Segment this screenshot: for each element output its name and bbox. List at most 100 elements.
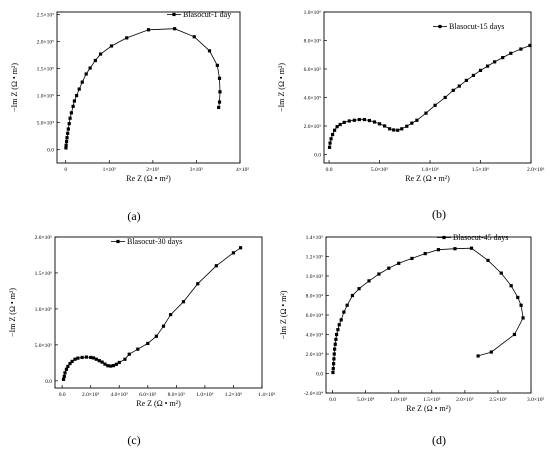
data-point: [154, 334, 158, 338]
x-tick-label: 2.0×10⁶: [527, 167, 544, 173]
y-tick-label: 1.2×10⁵: [306, 255, 323, 261]
data-point: [238, 246, 243, 250]
data-point: [106, 364, 110, 368]
data-point: [485, 64, 490, 68]
data-point: [335, 125, 339, 129]
data-point: [519, 303, 523, 307]
data-point: [146, 341, 150, 346]
x-tick-label: 0.0: [326, 167, 333, 173]
data-point: [469, 246, 474, 250]
y-tick-label: -2.0×10⁴: [304, 391, 323, 397]
data-point: [334, 332, 339, 337]
data-point: [64, 146, 68, 150]
data-point: [377, 122, 382, 126]
x-tick-label: 2.0×10⁵: [82, 392, 99, 398]
y-tick-label: 1.0×10⁵: [306, 274, 323, 280]
data-point: [334, 337, 338, 341]
plot-frame: [54, 236, 263, 389]
data-point: [66, 364, 70, 369]
panel-caption: (a): [127, 209, 140, 223]
panel-c: 0.0 2.0×10⁵ 4.0×10⁵ 6.0×10⁵ 8.0×10⁵ 1.0×10⁶ 1.…: [8, 235, 275, 447]
data-point: [433, 103, 437, 107]
data-point: [117, 360, 121, 365]
x-tick-label: 0.0: [59, 392, 66, 398]
y-tick-label: 8.0×10⁴: [306, 294, 323, 300]
data-point: [329, 137, 333, 141]
data-point: [111, 363, 116, 368]
y-tick-label: 1.4×10⁵: [306, 235, 323, 241]
data-point: [77, 87, 81, 91]
x-tick-label: 0.0: [329, 397, 336, 403]
legend-marker: [172, 12, 176, 17]
x-tick-label: 1.0×10⁶: [421, 167, 438, 173]
panel-d: 0.0 5.0×10⁴ 1.0×10⁵ 1.5×10⁵ 2.0×10⁵ 2.5×10⁵ 3.…: [279, 233, 544, 447]
data-point: [196, 282, 200, 286]
data-point: [218, 90, 222, 94]
y-tick-label: 8.0×10⁵: [304, 38, 321, 44]
data-point: [509, 284, 513, 288]
data-point: [84, 72, 88, 76]
data-point: [75, 93, 79, 98]
data-point: [423, 251, 427, 256]
data-point: [387, 266, 391, 270]
data-point: [362, 117, 366, 122]
data-point: [453, 247, 457, 251]
data-point: [345, 303, 349, 307]
data-point: [71, 104, 75, 108]
data-point: [94, 357, 98, 361]
data-point: [123, 357, 127, 361]
y-tick-label: 2.0×10⁶: [35, 235, 52, 241]
data-point: [67, 122, 71, 126]
x-tick-label: 1.0×10⁶: [196, 392, 213, 398]
y-tick-label: 5.0×10⁵: [35, 343, 52, 349]
data-point: [89, 355, 93, 360]
data-point: [337, 323, 341, 327]
x-tick-label: 5.0×10⁴: [357, 397, 374, 403]
y-tick-label: 0.0: [314, 152, 321, 158]
data-point: [64, 143, 68, 147]
data-point: [214, 264, 218, 268]
data-point: [65, 136, 69, 140]
data-point: [388, 127, 392, 131]
x-tick-label: 4×10⁵: [236, 167, 249, 173]
y-tick-label: 2.5×10⁵: [37, 13, 54, 19]
x-tick-label: 0: [64, 167, 67, 173]
data-point: [66, 131, 70, 135]
data-point: [464, 78, 468, 82]
data-point: [217, 105, 221, 110]
data-point: [64, 139, 69, 144]
data-point: [161, 324, 166, 328]
data-point: [333, 342, 337, 346]
data-point: [72, 99, 77, 103]
data-point: [231, 251, 236, 255]
data-point: [192, 35, 196, 39]
data-point: [350, 293, 355, 298]
legend-marker: [442, 235, 446, 240]
data-point: [357, 287, 361, 291]
y-tick-label: 1.0×10⁶: [35, 307, 52, 313]
data-point: [338, 122, 342, 127]
y-tick-label: 0.0: [45, 379, 52, 385]
data-point: [397, 261, 401, 265]
data-point: [372, 120, 377, 124]
data-point: [489, 350, 493, 354]
data-point: [342, 120, 346, 125]
data-point: [332, 352, 336, 356]
data-point: [405, 124, 409, 128]
data-point: [173, 27, 177, 31]
data-point: [377, 272, 381, 276]
data-point: [98, 52, 103, 56]
x-tick-label: 1×10⁵: [103, 167, 116, 173]
y-axis-label: −Im Z (Ω • m²): [10, 63, 19, 112]
data-point: [478, 68, 483, 73]
legend-label: Blasocut-45 days: [453, 233, 508, 242]
data-point: [91, 356, 96, 360]
data-point: [352, 118, 356, 122]
data-point: [471, 73, 476, 77]
plot-frame: [325, 236, 532, 394]
x-axis-label: Re Z (Ω • m²): [126, 174, 171, 183]
data-point: [516, 295, 520, 300]
y-axis-label: −Im Z (Ω • m²): [277, 63, 286, 112]
data-point: [66, 127, 70, 131]
y-tick-label: 4.0×10⁵: [304, 95, 321, 101]
